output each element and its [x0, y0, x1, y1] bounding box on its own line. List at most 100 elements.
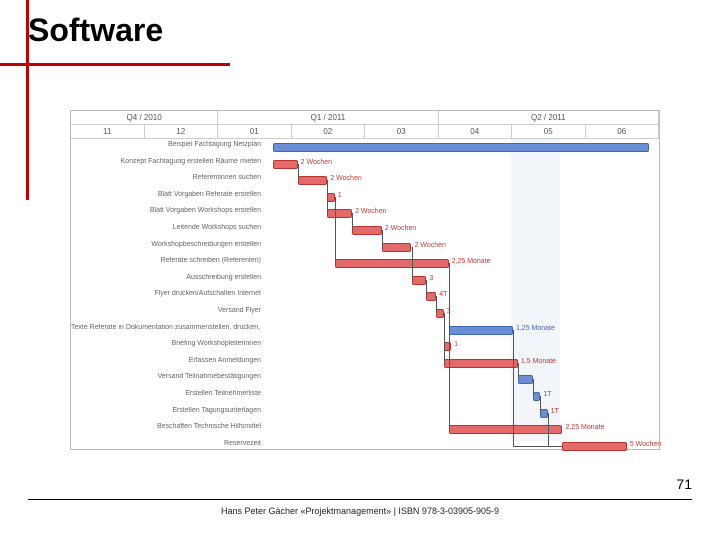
task-label: Referate schreiben (Referenten)	[71, 257, 261, 264]
bar-duration-label: 5 Wochen	[630, 441, 661, 448]
task-row: Texte Referate in Dokumentation zusammen…	[71, 322, 659, 339]
accent-horizontal	[0, 63, 230, 66]
dependency-line	[513, 330, 514, 446]
task-label: Ausschreibung erstellen	[71, 274, 261, 281]
bar-duration-label: 1T	[543, 391, 551, 398]
gantt-bar	[436, 309, 443, 318]
gantt-bar	[352, 226, 382, 235]
bar-duration-label: 2 Wochen	[330, 175, 361, 182]
gantt-bar	[449, 425, 563, 434]
dependency-line	[548, 413, 549, 446]
accent-vertical	[26, 0, 29, 200]
task-label: Versand Flyer	[71, 307, 261, 314]
task-label: Reservezeit	[71, 440, 261, 447]
quarter-header: Q4 / 2010Q1 / 2011Q2 / 2011	[71, 111, 659, 125]
gantt-bar	[444, 342, 451, 351]
gantt-bar	[533, 392, 540, 401]
task-label: Flyer drucken/Aufschalten Internet	[71, 290, 261, 297]
task-row: Versand Flyer3	[71, 305, 659, 322]
gantt-bar	[412, 276, 427, 285]
bar-duration-label: 2,25 Monate	[452, 258, 491, 265]
task-row: Erfassen Anmeldungen 1,5 Monate	[71, 355, 659, 372]
task-row: Flyer drucken/Aufschalten Internet4T	[71, 288, 659, 305]
dependency-line	[540, 396, 541, 413]
gantt-bar	[273, 160, 298, 169]
gantt-body: Beispiel Fachtagung Netzplan Konzept Fach…	[71, 139, 659, 441]
page-title: Software	[28, 12, 720, 49]
bar-duration-label: 3	[429, 275, 433, 282]
task-row: Referate schreiben (Referenten) 2,25 Mona…	[71, 255, 659, 272]
gantt-bar	[327, 209, 352, 218]
dependency-line	[298, 164, 299, 181]
quarter-cell: Q4 / 2010	[71, 111, 218, 124]
task-row: Workshopbeschreibungen erstellen 2 Wochen	[71, 239, 659, 256]
gantt-chart: Q4 / 2010Q1 / 2011Q2 / 2011 111201020304…	[70, 110, 660, 450]
dependency-line	[327, 180, 328, 213]
month-cell: 02	[292, 125, 366, 138]
dependency-line	[444, 313, 445, 363]
task-row: Konzept Fachtagung erstellen Räume miete…	[71, 156, 659, 173]
gantt-bar	[426, 292, 436, 301]
dependency-line	[449, 263, 450, 429]
dependency-line	[518, 363, 519, 380]
bar-duration-label: 2 Wochen	[415, 242, 446, 249]
task-row: Briefing Workshopleiterinnen 1	[71, 338, 659, 355]
bar-duration-label: 2,25 Monate	[565, 424, 604, 431]
bar-duration-label: 2 Wochen	[355, 208, 386, 215]
task-row: Reservezeit 5 Wochen	[71, 438, 659, 455]
bar-duration-label: 2 Wochen	[385, 225, 416, 232]
dependency-line	[412, 247, 413, 280]
task-row: Blatt Vorgaben Workshops erstellen 2 Woch…	[71, 205, 659, 222]
task-label: Beschaffen Technische Hilfsmittel	[71, 423, 261, 430]
gantt-bar	[273, 143, 649, 152]
task-label: Leitende Workshops suchen	[71, 224, 261, 231]
task-label: Erfassen Anmeldungen	[71, 357, 261, 364]
task-row: Erstellen Teilnehmerliste 1T	[71, 388, 659, 405]
quarter-cell: Q2 / 2011	[439, 111, 659, 124]
dependency-line	[436, 296, 437, 313]
task-row: Erstellen Tagungsunterlagen 1T	[71, 405, 659, 422]
task-label: Beispiel Fachtagung Netzplan	[71, 141, 261, 148]
bar-duration-label: 1,5 Monate	[521, 358, 556, 365]
dependency-line	[533, 379, 534, 396]
bar-duration-label: 1	[454, 341, 458, 348]
footer-line	[28, 499, 692, 500]
dependency-line	[513, 446, 563, 447]
gantt-bar	[449, 326, 513, 335]
dependency-line	[426, 280, 427, 297]
task-label: Texte Referate in Dokumentation zusammen…	[71, 324, 261, 331]
task-label: Erstellen Teilnehmerliste	[71, 390, 261, 397]
task-label: Workshopbeschreibungen erstellen	[71, 241, 261, 248]
gantt-bar	[335, 259, 449, 268]
gantt-bar	[298, 176, 328, 185]
page-number: 71	[676, 476, 692, 492]
task-label: Erstellen Tagungsunterlagen	[71, 407, 261, 414]
gantt-bar	[444, 359, 518, 368]
gantt-bar	[327, 193, 334, 202]
dependency-line	[382, 230, 383, 247]
bar-duration-label: 1,25 Monate	[516, 325, 555, 332]
month-header: 1112010203040506	[71, 125, 659, 139]
task-label: Blatt Vorgaben Referate erstellen	[71, 191, 261, 198]
footer-text: Hans Peter Gächer «Projektmanagement» | …	[0, 506, 720, 516]
task-label: Konzept Fachtagung erstellen Räume miete…	[71, 158, 261, 165]
month-cell: 12	[145, 125, 219, 138]
task-label: Briefing Workshopleiterinnen	[71, 340, 261, 347]
month-cell: 01	[218, 125, 292, 138]
task-label: Versand Teilnahmebestätigungen	[71, 373, 261, 380]
bar-duration-label: 2 Wochen	[301, 159, 332, 166]
month-cell: 11	[71, 125, 145, 138]
quarter-cell: Q1 / 2011	[218, 111, 438, 124]
task-row: Beispiel Fachtagung Netzplan	[71, 139, 659, 156]
dependency-line	[335, 197, 336, 263]
task-row: Referentinnen suchen 2 Wochen	[71, 172, 659, 189]
gantt-bar	[518, 375, 533, 384]
gantt-bar	[540, 409, 547, 418]
task-row: Versand Teilnahmebestätigungen	[71, 371, 659, 388]
task-label: Referentinnen suchen	[71, 174, 261, 181]
task-label: Blatt Vorgaben Workshops erstellen	[71, 207, 261, 214]
month-cell: 06	[586, 125, 660, 138]
month-cell: 05	[512, 125, 586, 138]
month-cell: 04	[439, 125, 513, 138]
bar-duration-label: 1T	[551, 408, 559, 415]
